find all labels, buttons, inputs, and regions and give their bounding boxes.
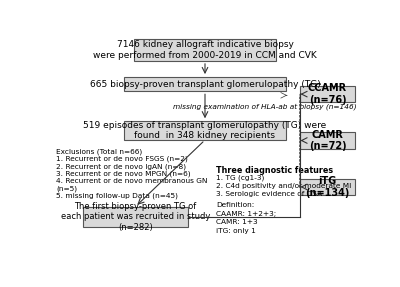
Text: missing examination of HLA-ab at biopsy (n=146): missing examination of HLA-ab at biopsy … xyxy=(173,103,357,110)
Text: CAAMR: 1+2+3;: CAAMR: 1+2+3; xyxy=(216,211,276,217)
Text: iTG: only 1: iTG: only 1 xyxy=(216,228,256,234)
Text: 7146 kidney allograft indicative biopsy
were performed from 2000-2019 in CCM and: 7146 kidney allograft indicative biopsy … xyxy=(93,40,317,60)
Text: 3. Serologic evidence of DSA: 3. Serologic evidence of DSA xyxy=(216,191,322,197)
Text: 665 biopsy-proven transplant glomerulopathy (TG): 665 biopsy-proven transplant glomerulopa… xyxy=(90,80,320,89)
Text: 2. C4d positivity and/or moderate MI: 2. C4d positivity and/or moderate MI xyxy=(216,183,351,189)
FancyBboxPatch shape xyxy=(134,39,276,61)
FancyBboxPatch shape xyxy=(124,121,286,140)
FancyBboxPatch shape xyxy=(82,207,188,227)
Text: Definition:: Definition: xyxy=(216,202,254,208)
Text: 1. TG (cg1-3): 1. TG (cg1-3) xyxy=(216,174,264,181)
Text: CCAMR
(n=76): CCAMR (n=76) xyxy=(308,83,347,105)
Text: Three diagnostic features: Three diagnostic features xyxy=(216,166,333,175)
FancyBboxPatch shape xyxy=(124,77,286,91)
Text: iTG
(n=134): iTG (n=134) xyxy=(305,176,350,198)
FancyBboxPatch shape xyxy=(300,179,354,195)
Text: CAMR
(n=72): CAMR (n=72) xyxy=(309,130,346,151)
Text: The first biopsy-proven TG of
each patient was recruited in study
(n=282): The first biopsy-proven TG of each patie… xyxy=(60,202,210,232)
Text: 519 episodes of transplant glomerulopathy (TG) were
found  in 348 kidney recipie: 519 episodes of transplant glomerulopath… xyxy=(83,121,327,140)
FancyBboxPatch shape xyxy=(300,86,354,102)
Text: Exclusions (Total n=66)
1. Recurrent or de novo FSGS (n=2)
2. Recurrent or de no: Exclusions (Total n=66) 1. Recurrent or … xyxy=(56,148,208,199)
FancyBboxPatch shape xyxy=(300,132,354,149)
Text: CAMR: 1+3: CAMR: 1+3 xyxy=(216,219,258,225)
